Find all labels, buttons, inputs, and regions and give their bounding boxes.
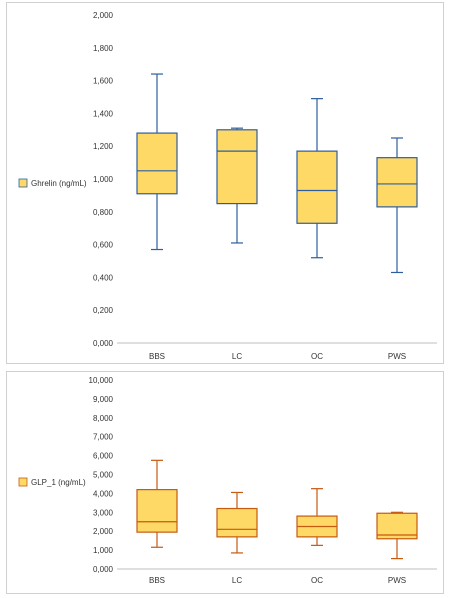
iqr-box <box>296 150 338 224</box>
y-tick-label: 0,000 <box>93 339 114 348</box>
y-tick-label: 0,600 <box>93 241 114 250</box>
box-bbs <box>136 459 178 548</box>
y-tick-label: 1,200 <box>93 142 114 151</box>
box-bbs <box>136 73 178 251</box>
legend-label: GLP_1 (ng/mL) <box>31 478 86 487</box>
legend-swatch <box>18 178 28 188</box>
box-oc <box>296 98 338 259</box>
y-tick-label: 6,000 <box>93 452 114 461</box>
x-category-label: BBS <box>149 576 165 585</box>
box-pws <box>376 137 418 274</box>
y-tick-label: 4,000 <box>93 489 114 498</box>
y-tick-label: 8,000 <box>93 414 114 423</box>
y-tick-label: 7,000 <box>93 433 114 442</box>
y-tick-label: 5,000 <box>93 471 114 480</box>
iqr-box <box>136 132 178 195</box>
box-oc <box>296 488 338 546</box>
y-tick-label: 1,800 <box>93 44 114 53</box>
x-category-label: PWS <box>388 576 406 585</box>
ghrelin-box-plot: 0,000 0,200 0,400 0,600 0,800 1,000 1,200 1,400… <box>18 11 437 361</box>
y-tick-label: 3,000 <box>93 508 114 517</box>
y-tick-label: 1,000 <box>93 175 114 184</box>
x-category-label: LC <box>232 352 242 361</box>
x-category-label: OC <box>311 576 323 585</box>
x-category-label: PWS <box>388 352 406 361</box>
iqr-box <box>216 507 258 538</box>
ghrelin-chart-panel: 0,000 0,200 0,400 0,600 0,800 1,000 1,200 1,400… <box>6 2 444 364</box>
iqr-box <box>376 157 418 208</box>
y-tick-label: 1,400 <box>93 109 114 118</box>
y-tick-label: 10,000 <box>89 376 114 385</box>
y-tick-label: 1,000 <box>93 546 114 555</box>
legend-label: Ghrelin (ng/mL) <box>31 179 87 188</box>
iqr-box <box>136 489 178 533</box>
box-pws <box>376 511 418 560</box>
glp1-box-plot: 0,000 1,000 2,000 3,000 4,000 5,000 6,000 7,000… <box>18 376 437 585</box>
box-lc <box>216 491 258 554</box>
y-tick-label: 0,800 <box>93 208 114 217</box>
x-category-label: OC <box>311 352 323 361</box>
iqr-box <box>216 129 258 205</box>
x-category-label: LC <box>232 576 242 585</box>
box-lc <box>216 127 258 244</box>
x-category-label: BBS <box>149 352 165 361</box>
y-tick-label: 2,000 <box>93 527 114 536</box>
y-tick-label: 0,000 <box>93 565 114 574</box>
y-tick-label: 0,400 <box>93 273 114 282</box>
y-tick-label: 9,000 <box>93 395 114 404</box>
legend-swatch <box>18 477 28 487</box>
y-tick-label: 2,000 <box>93 11 114 20</box>
glp1-chart-panel: 0,000 1,000 2,000 3,000 4,000 5,000 6,000 7,000… <box>6 371 444 594</box>
y-tick-label: 1,600 <box>93 77 114 86</box>
y-tick-label: 0,200 <box>93 306 114 315</box>
